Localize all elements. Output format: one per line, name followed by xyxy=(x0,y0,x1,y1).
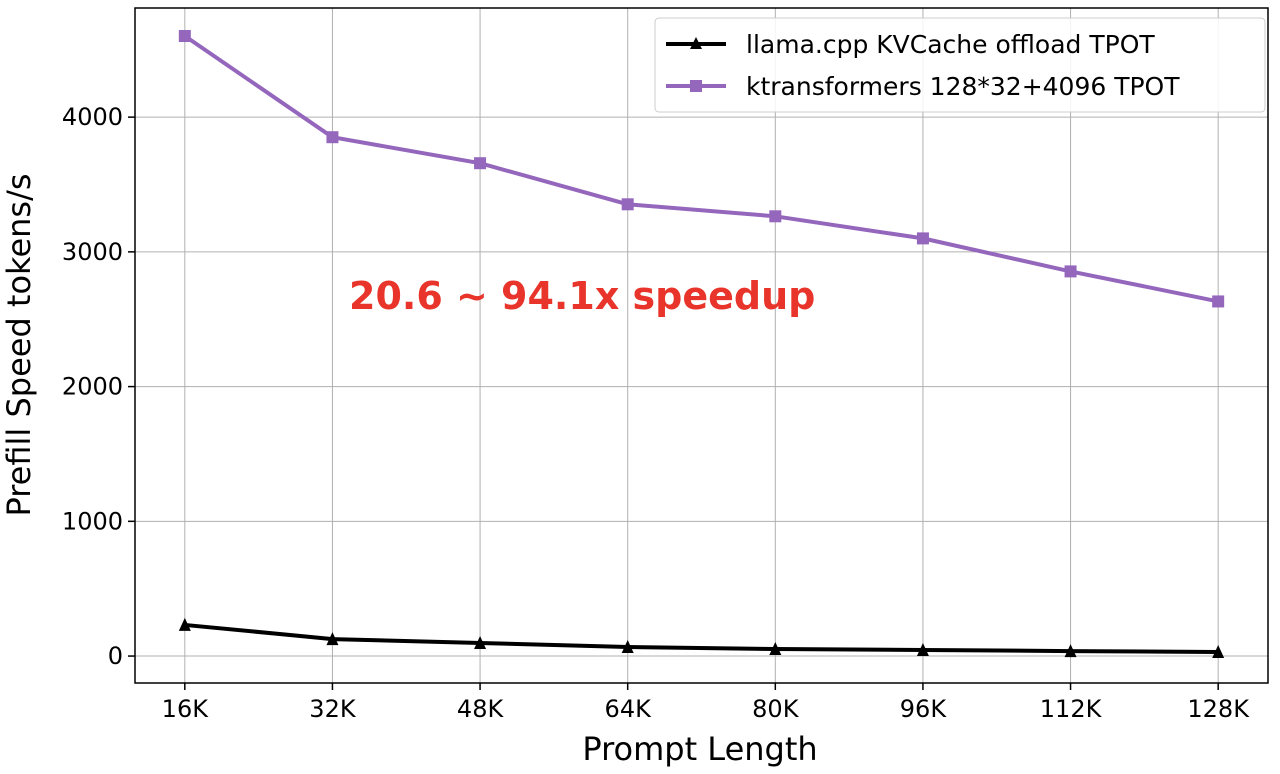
x-tick-label: 96K xyxy=(900,695,948,723)
y-axis-label: Prefill Speed tokens/s xyxy=(0,173,38,516)
y-tick-label: 4000 xyxy=(62,103,123,131)
x-tick-label: 64K xyxy=(605,695,653,723)
legend-box xyxy=(654,17,1266,113)
legend-marker-triangle-icon xyxy=(690,37,702,49)
data-point-square xyxy=(178,30,191,43)
x-tick-label: 112K xyxy=(1040,695,1103,723)
data-point-square xyxy=(916,232,929,245)
y-tick-label: 2000 xyxy=(62,373,123,401)
y-tick-label: 1000 xyxy=(62,507,123,535)
legend: llama.cpp KVCache offload TPOT ktransfor… xyxy=(654,17,1266,113)
data-point-triangle xyxy=(1212,645,1225,659)
y-tick-label: 0 xyxy=(108,642,123,670)
x-axis-label: Prompt Length xyxy=(582,730,817,768)
annotation-speedup: 20.6 ~ 94.1x speedup xyxy=(349,274,815,318)
ticks: 16K 32K 48K 64K 80K 96K 112K 128K 0 1000 2000 3000 4… xyxy=(62,103,1250,723)
legend-label-ktransformers: ktransformers 128*32+4096 TPOT xyxy=(746,72,1180,101)
data-point-triangle xyxy=(769,642,782,656)
data-point-triangle xyxy=(178,617,191,631)
series-line-1 xyxy=(183,34,1219,304)
data-point-triangle xyxy=(916,642,929,656)
x-tick-label: 80K xyxy=(752,695,800,723)
grid xyxy=(135,8,1268,683)
data-point-square xyxy=(326,131,339,144)
series-line-0 xyxy=(184,622,1219,655)
data-point-triangle xyxy=(474,635,487,649)
plot-frame xyxy=(134,7,1269,684)
data-point-triangle xyxy=(326,632,339,646)
data-point-square xyxy=(621,198,634,211)
x-tick-label: 128K xyxy=(1187,695,1250,723)
data-point-triangle xyxy=(621,640,634,654)
legend-marker-square-icon xyxy=(690,80,702,92)
data-point-square xyxy=(769,210,782,223)
series-layer xyxy=(178,30,1225,659)
x-tick-label: 48K xyxy=(457,695,505,723)
x-tick-label: 32K xyxy=(309,695,357,723)
data-point-square xyxy=(1212,295,1225,308)
y-tick-label: 3000 xyxy=(62,238,123,266)
data-point-square xyxy=(1064,265,1077,278)
data-point-triangle xyxy=(1064,644,1077,658)
x-tick-label: 16K xyxy=(162,695,210,723)
data-point-square xyxy=(474,157,487,170)
legend-label-llama: llama.cpp KVCache offload TPOT xyxy=(746,30,1155,59)
